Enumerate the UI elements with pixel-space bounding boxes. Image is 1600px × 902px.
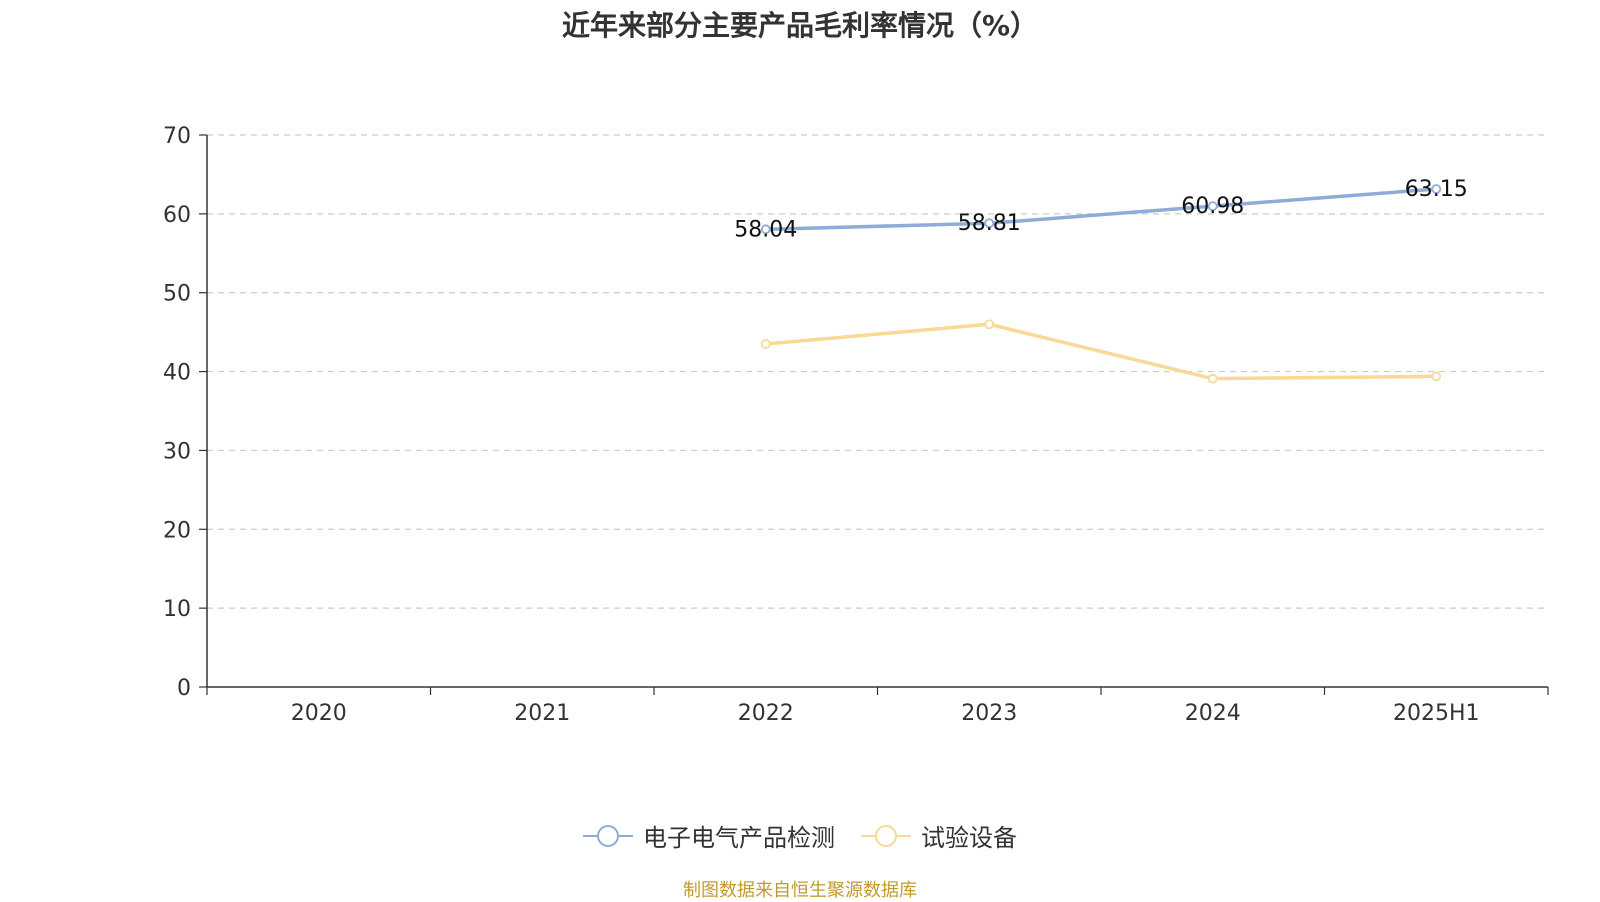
series-2-line xyxy=(765,322,1437,381)
legend: 电子电气产品检测 试验设备 xyxy=(0,818,1600,853)
x-tick-label-2022: 2022 xyxy=(738,701,794,726)
series-2-point-2025H1 xyxy=(1431,371,1442,382)
y-tick-label-40: 40 xyxy=(163,361,191,386)
axis-layer: 0 10 20 30 40 50 60 70 2020 2021 2022 2023 2024 2025H… xyxy=(163,124,1549,726)
series-1-data-label-2025H1: 63.15 xyxy=(1405,177,1468,202)
legend-series-1-label: 电子电气产品检测 xyxy=(643,824,835,852)
series-1-data-label-2024: 60.98 xyxy=(1181,194,1244,219)
label-layer: 58.04 58.81 60.98 63.15 xyxy=(734,177,1467,242)
series-2-point-2024 xyxy=(1207,373,1218,384)
grid-layer xyxy=(207,134,1548,609)
y-tick-label-20: 20 xyxy=(163,518,191,543)
series-1-point-2024 xyxy=(1207,201,1218,212)
x-tick-label-2025H1: 2025H1 xyxy=(1393,701,1480,726)
y-tick-label-70: 70 xyxy=(163,124,191,149)
series-layer xyxy=(760,184,1442,384)
legend-item-series-1[interactable]: 电子电气产品检测 xyxy=(583,818,835,853)
legend-series-2-label: 试验设备 xyxy=(921,824,1017,852)
y-tick-label-60: 60 xyxy=(163,203,191,228)
data-source-note: 制图数据来自恒生聚源数据库 xyxy=(683,880,917,901)
x-tick-label-2021: 2021 xyxy=(514,701,570,726)
legend-series-1-icon xyxy=(583,824,633,847)
series-1-line xyxy=(765,187,1437,232)
series-1-data-label-2022: 58.04 xyxy=(734,217,797,242)
x-tick-label-2024: 2024 xyxy=(1185,701,1241,726)
legend-series-2-icon xyxy=(861,824,911,847)
series-1-point-2022 xyxy=(760,224,771,235)
y-tick-label-0: 0 xyxy=(177,676,191,701)
y-tick-label-50: 50 xyxy=(163,282,191,307)
y-tick-label-10: 10 xyxy=(163,597,191,622)
legend-item-series-2[interactable]: 试验设备 xyxy=(861,818,1017,853)
chart-title: 近年来部分主要产品毛利率情况（%） xyxy=(561,9,1039,42)
y-tick-label-30: 30 xyxy=(163,439,191,464)
series-1-data-label-2023: 58.81 xyxy=(958,211,1021,236)
series-1-point-2023 xyxy=(984,218,995,229)
x-tick-label-2023: 2023 xyxy=(961,701,1017,726)
series-2-point-2023 xyxy=(984,319,995,330)
series-2-point-2022 xyxy=(760,339,771,349)
line-chart: 0 10 20 30 40 50 60 70 2020 2021 2022 2023 2024 2025H… xyxy=(163,124,1549,726)
x-tick-label-2020: 2020 xyxy=(291,701,347,726)
series-1-point-2025H1 xyxy=(1431,184,1442,194)
